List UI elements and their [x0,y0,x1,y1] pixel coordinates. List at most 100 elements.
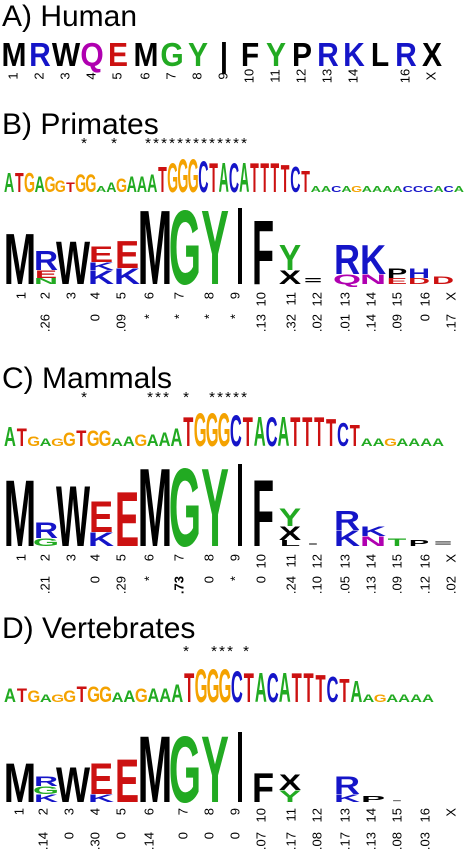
conservation-star: * [241,389,247,406]
dna-logo-letter: A [254,408,266,455]
conservation-star: * [153,135,159,152]
position-label: 14 [363,292,378,306]
p-value-label: .01 [337,314,352,332]
position-label: 16 [417,292,432,306]
dna-logo-letter: G [351,185,362,194]
protein-logo-letter: Y [201,718,229,823]
conservation-star: * [183,389,189,406]
dna-logo-letter: T [209,155,218,202]
conservation-star: * [233,389,239,406]
protein-logo-letter: E [89,491,113,541]
position-label: 10 [253,808,268,822]
dna-logo-letter: C [337,416,349,454]
position-label: 1 [13,554,28,561]
p-value-label: .17 [337,832,352,850]
protein-logo-letter: G [169,445,201,569]
protein-logo-letter: L [280,539,301,548]
position-label: 13 [319,69,334,83]
p-value-label: 0 [61,832,76,839]
position-label: 8 [201,808,216,815]
dna-logo-letter: A [147,685,159,707]
position-label: 3 [57,72,72,79]
dna-logo-letter: A [159,685,171,707]
vertebrates-sequence-logo: * * * * *A T G A G G T G G A A G A A A T G G G C T A C A T T T C T A A G A A A… [4,643,459,850]
protein-logo-letter: K [360,523,386,539]
dna-logo-letter: G [195,661,208,713]
cut-site-bar [238,208,242,284]
position-label: 5 [113,808,128,815]
protein-logo-letter: D [432,274,454,287]
conservation-star: * [243,643,249,660]
position-label: 8 [201,292,216,299]
protein-logo-letter: X [279,522,301,544]
dna-logo-letter: G [374,692,387,705]
panel-title-primates: B) Primates [2,108,159,141]
p-value-label: * [201,314,216,319]
protein-logo-letter: Q [333,271,361,287]
p-value-label: .14 [141,832,156,850]
protein-logo-letter: N [360,533,386,549]
p-value-label: .02 [443,576,458,594]
dna-logo-letter: A [373,436,385,449]
dna-logo-letter: T [76,427,86,452]
dna-logo-letter: A [239,155,249,202]
p-value-label: 0 [227,832,242,839]
position-label: 3 [61,808,76,815]
dna-logo-letter: A [4,685,16,707]
dna-logo-letter: A [40,692,52,705]
dna-logo-letter: A [396,436,408,449]
position-label: 13 [337,808,352,822]
protein-logo-letter: R [334,505,360,536]
dna-logo-letter: A [171,681,183,708]
protein-logo-letter: K [334,792,361,804]
p-value-label: .03 [417,832,432,850]
protein-logo-letter: W [56,468,90,565]
protein-logo-letter: M [4,753,36,814]
residue-letter: L [371,36,389,74]
position-label: 5 [113,292,128,299]
protein-logo-letter: = [304,274,322,287]
conservation-star: * [161,135,167,152]
residue-letter: Y [266,36,286,74]
dna-logo-letter: G [99,683,112,708]
dna-logo-letter: T [158,159,167,200]
dna-logo-letter: G [63,429,76,451]
protein-logo-letter: E [89,243,113,267]
dna-logo-letter: A [454,185,465,194]
protein-logo-letter: E [115,233,139,277]
dna-logo-letter: C [331,185,342,194]
protein-logo-letter: = [434,539,452,548]
dna-logo-letter: C [230,408,242,457]
protein-logo-letter: Y [279,239,301,278]
position-label: 3 [63,554,78,561]
dna-logo-letter: A [219,155,229,202]
dna-logo-letter: G [116,175,127,197]
residue-letter: Q [80,36,103,74]
dna-logo-letter: A [40,436,52,449]
p-value-label: .08 [309,832,324,850]
dna-logo-letter: G [27,434,40,449]
dna-logo-letter: A [111,690,123,705]
dna-logo-letter: G [167,155,178,202]
dna-logo-letter: G [177,150,188,203]
dna-logo-letter: G [27,687,40,706]
dna-logo-letter: A [127,172,137,197]
p-value-label: .14 [363,314,378,332]
dna-logo-letter: T [281,159,290,202]
dna-logo-letter: T [260,155,269,202]
position-label: 2 [37,554,52,561]
position-label: 7 [175,808,190,815]
dna-logo-letter: A [170,425,182,452]
dna-logo-letter: G [99,427,112,452]
protein-logo-letter: Y [279,787,302,806]
protein-logo-letter: K [88,260,115,272]
p-value-label: .17 [283,832,298,850]
dna-logo-letter: T [314,408,324,455]
dna-logo-letter: A [4,420,16,452]
residue-letter: R [395,36,417,74]
protein-logo-letter: M [138,189,173,307]
conservation-star: * [183,643,189,660]
dna-logo-letter: A [372,185,383,194]
dna-logo-letter: T [243,408,253,455]
position-label: 13 [337,554,352,568]
